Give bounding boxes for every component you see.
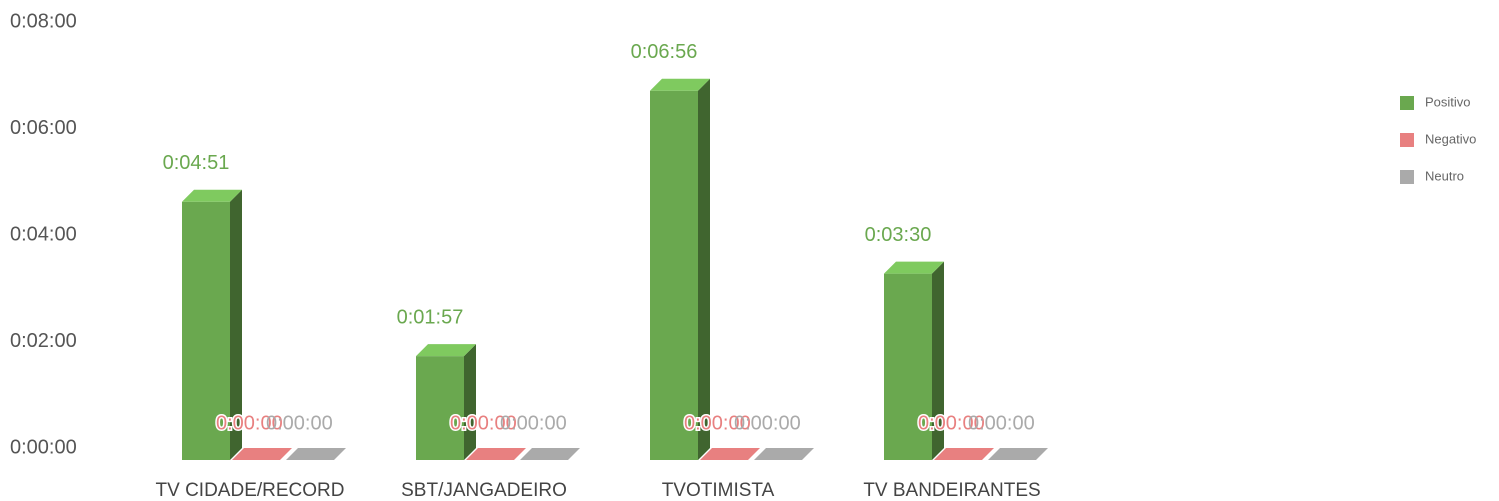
x-tick-label: TVOTIMISTA [662,480,775,501]
bar [232,448,292,460]
bar [884,261,944,460]
bar-face [416,344,476,357]
value-label: 0:00:00 [216,412,283,434]
bar-face [230,189,242,461]
value-label: 0:06:56 [631,41,698,63]
y-tick-label: 0:02:00 [10,330,77,352]
bar [466,448,526,460]
bar [700,448,760,460]
legend-swatch [1400,170,1414,184]
legend-swatch [1400,96,1414,110]
x-tick-label: TV CIDADE/RECORD [156,480,345,501]
bar-face [698,78,710,461]
legend-swatch [1400,133,1414,147]
bar [416,344,476,460]
value-label: 0:00:00 [918,412,985,434]
legend-label: Neutro [1425,168,1464,183]
y-tick-label: 0:08:00 [10,10,77,32]
bar-face [182,189,242,202]
bar-face [416,356,464,460]
bar-face [884,273,932,460]
value-label: 0:01:57 [397,306,464,328]
value-label: 0:03:30 [865,224,932,246]
bar-face [182,201,230,461]
value-label: 0:00:00 [734,412,801,434]
bar [754,448,814,460]
legend-label: Positivo [1425,94,1471,109]
bar-face [650,78,710,91]
bar-face [650,90,698,461]
value-label: 0:00:00 [684,412,751,434]
value-label: 0:04:51 [163,152,230,174]
bar [520,448,580,460]
y-tick-label: 0:04:00 [10,223,77,245]
x-tick-label: TV BANDEIRANTES [863,480,1040,501]
value-label: 0:00:00 [266,412,333,434]
bar [650,78,710,461]
bar [988,448,1048,460]
bar-face [932,261,944,460]
y-tick-label: 0:06:00 [10,117,77,139]
y-tick-label: 0:00:00 [10,436,77,458]
value-label: 0:00:00 [968,412,1035,434]
bar [182,189,242,461]
legend-label: Negativo [1425,131,1476,146]
value-label: 0:00:00 [500,412,567,434]
bar [286,448,346,460]
value-label: 0:00:00 [450,412,517,434]
bar-face [884,261,944,274]
bar [934,448,994,460]
bar-face [464,344,476,460]
x-tick-label: SBT/JANGADEIRO [401,480,567,501]
